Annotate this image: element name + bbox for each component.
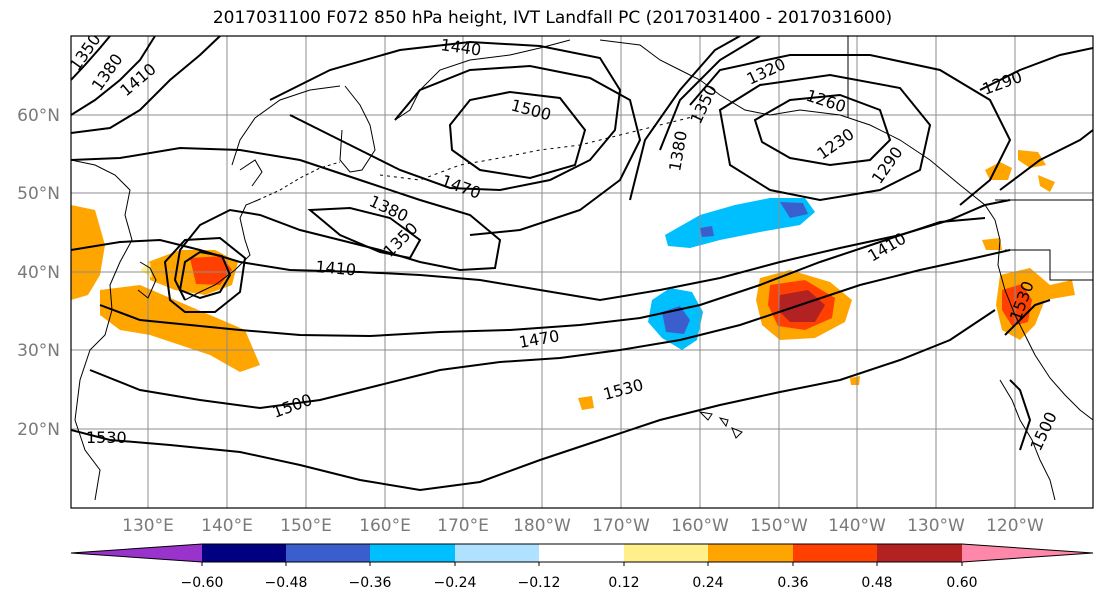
colorbar-segment — [455, 544, 539, 562]
colorbar-tick-label: 0.12 — [608, 575, 639, 591]
lon-label: 140°E — [201, 516, 253, 536]
colorbar-segment — [793, 544, 877, 562]
lon-label: 130°W — [907, 516, 965, 536]
contour-label: 1410 — [315, 257, 357, 279]
coastlines — [71, 36, 1093, 501]
lon-label: 170°W — [592, 516, 650, 536]
colorbar — [70, 543, 1094, 566]
colorbar-tick-label: 0.48 — [861, 575, 892, 591]
colorbar-segment — [286, 544, 370, 562]
lon-label: 160°W — [671, 516, 729, 536]
lat-label: 40°N — [17, 263, 60, 283]
lat-label: 50°N — [17, 184, 60, 204]
lon-label: 170°E — [437, 516, 489, 536]
lon-label: 120°W — [986, 516, 1044, 536]
colorbar-tick-label: −0.48 — [265, 575, 308, 591]
colorbar-segment — [370, 544, 455, 562]
colorbar-segment — [877, 544, 962, 562]
height-contours — [71, 36, 1093, 492]
colorbar-tick-label: −0.60 — [181, 575, 224, 591]
lat-label: 20°N — [17, 420, 60, 440]
lon-label: 150°E — [280, 516, 332, 536]
colorbar-tick-label: 0.36 — [777, 575, 808, 591]
colorbar-segment — [202, 544, 286, 562]
contour-label: 1440 — [439, 35, 482, 59]
lon-label: 180°W — [513, 516, 571, 536]
colorbar-tick-label: 0.24 — [692, 575, 723, 591]
colorbar-segment — [71, 544, 202, 562]
lat-label: 30°N — [17, 341, 60, 361]
colorbar-tick-label: −0.24 — [434, 575, 477, 591]
lat-label: 60°N — [17, 106, 60, 126]
colorbar-tick-label: 0.60 — [946, 575, 977, 591]
colorbar-segment — [624, 544, 708, 562]
colorbar-segment — [539, 544, 624, 562]
colorbar-tick-labels: −0.60 −0.48 −0.36 −0.24 −0.12 0.12 0.24 … — [181, 575, 978, 591]
lon-label: 160°E — [359, 516, 411, 536]
lon-labels: 130°E 140°E 150°E 160°E 170°E 180°W 170°… — [122, 516, 1044, 536]
map-frame — [70, 35, 1094, 509]
lon-label: 130°E — [122, 516, 174, 536]
contour-label: 1530 — [86, 428, 127, 447]
colorbar-segment — [962, 544, 1093, 562]
lon-label: 140°W — [828, 516, 886, 536]
lat-labels: 60°N 50°N 40°N 30°N 20°N — [17, 106, 60, 440]
colorbar-tick-label: −0.36 — [349, 575, 392, 591]
lon-label: 150°W — [750, 516, 808, 536]
colorbar-segment — [708, 544, 793, 562]
colorbar-tick-label: −0.12 — [518, 575, 561, 591]
map-title: 2017031100 F072 850 hPa height, IVT Land… — [212, 8, 893, 28]
